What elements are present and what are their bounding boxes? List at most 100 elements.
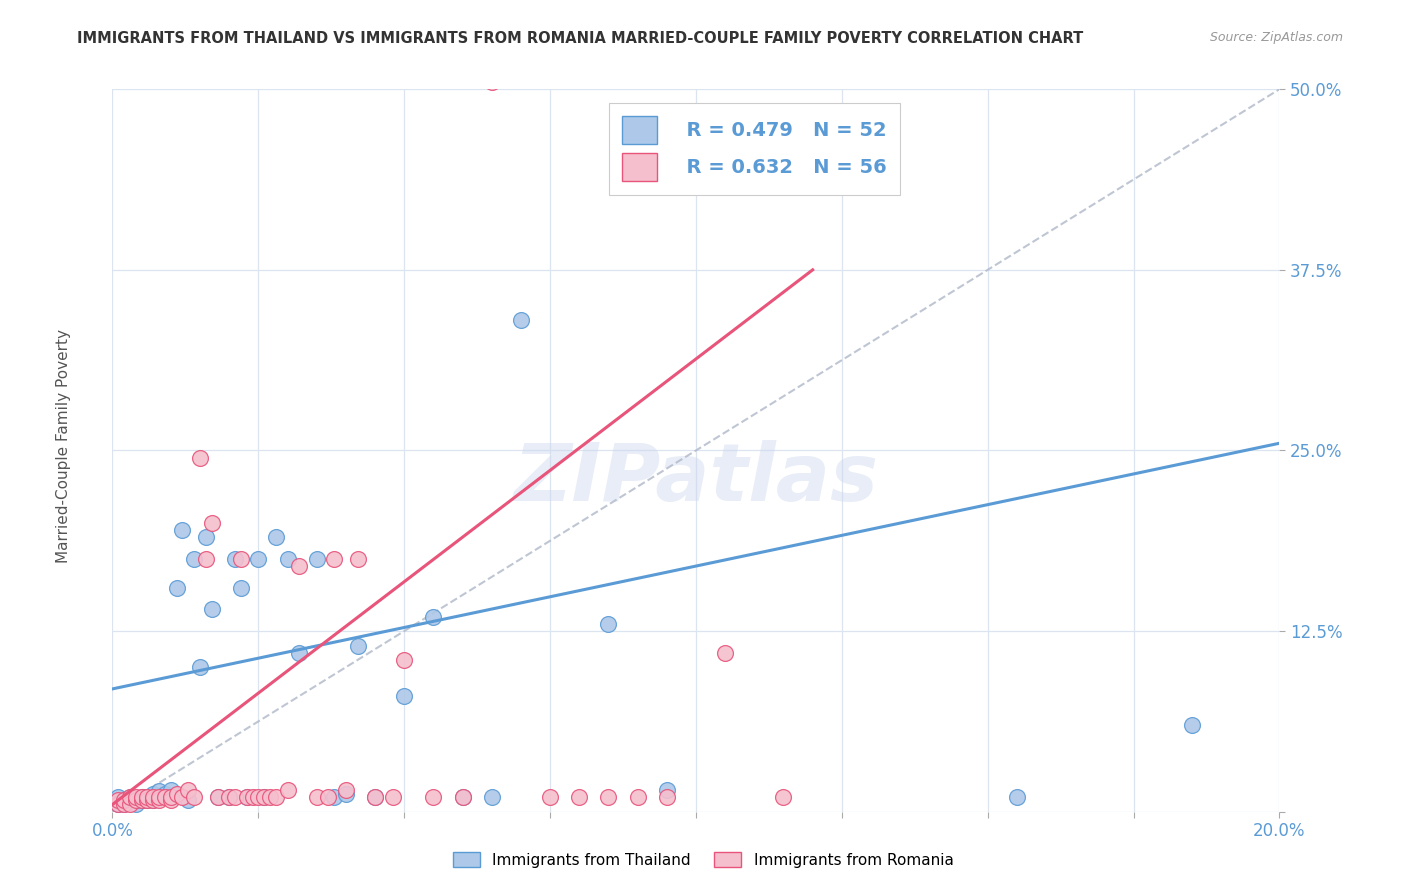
Point (451, 790, 474, 805)
Point (253, 790, 276, 805)
Point (224, 790, 246, 805)
Point (242, 790, 264, 805)
Point (253, 790, 276, 805)
Point (107, 797, 129, 812)
Point (172, 790, 194, 805)
Point (259, 790, 281, 805)
Legend:   R = 0.479   N = 52,   R = 0.632   N = 56: R = 0.479 N = 52, R = 0.632 N = 56 (609, 103, 900, 194)
Point (1005, 790, 1028, 805)
Point (177, 783, 200, 797)
Point (118, 790, 141, 805)
Point (142, 793, 165, 807)
Point (207, 790, 229, 805)
Point (188, 660, 211, 674)
Point (183, 551, 205, 566)
Point (118, 790, 141, 805)
Point (714, 646, 737, 660)
Point (323, 790, 346, 805)
Point (160, 790, 183, 805)
Point (142, 793, 165, 807)
Point (218, 790, 240, 805)
Point (125, 793, 148, 807)
Point (655, 783, 678, 797)
Point (627, 790, 650, 805)
Point (568, 790, 591, 805)
Point (224, 551, 246, 566)
Point (142, 790, 165, 805)
Point (153, 790, 176, 805)
Text: ZIPatlas: ZIPatlas (513, 441, 879, 518)
Point (335, 783, 357, 797)
Point (229, 551, 252, 566)
Point (323, 551, 346, 566)
Point (235, 790, 257, 805)
Point (247, 790, 270, 805)
Point (451, 790, 474, 805)
Point (148, 793, 170, 807)
Point (188, 450, 211, 465)
Point (598, 790, 620, 805)
Point (107, 793, 129, 807)
Point (772, 790, 794, 805)
Point (131, 790, 153, 805)
Point (142, 788, 165, 802)
Point (107, 790, 129, 805)
Point (288, 646, 311, 660)
Point (131, 793, 153, 807)
Point (346, 639, 368, 653)
Text: Married-Couple Family Poverty: Married-Couple Family Poverty (56, 329, 70, 563)
Point (136, 790, 159, 805)
Point (422, 790, 444, 805)
Point (201, 602, 224, 616)
Point (264, 790, 287, 805)
Point (364, 790, 387, 805)
Point (142, 790, 165, 805)
Point (201, 516, 224, 530)
Text: IMMIGRANTS FROM THAILAND VS IMMIGRANTS FROM ROMANIA MARRIED-COUPLE FAMILY POVERT: IMMIGRANTS FROM THAILAND VS IMMIGRANTS F… (77, 31, 1084, 46)
Point (1181, 718, 1204, 732)
Point (288, 559, 311, 574)
Point (235, 790, 257, 805)
Point (207, 790, 229, 805)
Point (481, 75, 503, 89)
Point (112, 793, 135, 807)
Point (305, 551, 328, 566)
Point (177, 793, 200, 807)
Point (131, 793, 153, 807)
Point (125, 793, 148, 807)
Point (131, 790, 153, 805)
Point (538, 790, 561, 805)
Text: Source: ZipAtlas.com: Source: ZipAtlas.com (1209, 31, 1343, 45)
Point (194, 551, 217, 566)
Point (481, 790, 503, 805)
Point (194, 530, 217, 544)
Point (153, 790, 176, 805)
Point (166, 788, 188, 802)
Point (112, 797, 135, 812)
Point (318, 790, 340, 805)
Point (153, 788, 176, 802)
Point (381, 790, 404, 805)
Point (160, 793, 183, 807)
Point (118, 797, 141, 812)
Point (364, 790, 387, 805)
Point (218, 790, 240, 805)
Point (112, 793, 135, 807)
Point (172, 523, 194, 537)
Point (166, 581, 188, 595)
Point (160, 790, 183, 805)
Point (183, 790, 205, 805)
Point (125, 790, 148, 805)
Point (598, 616, 620, 631)
Point (276, 783, 298, 797)
Point (229, 581, 252, 595)
Point (136, 790, 159, 805)
Legend: Immigrants from Thailand, Immigrants from Romania: Immigrants from Thailand, Immigrants fro… (444, 844, 962, 875)
Point (264, 530, 287, 544)
Point (394, 653, 416, 667)
Point (305, 790, 328, 805)
Point (148, 790, 170, 805)
Point (394, 689, 416, 703)
Point (276, 551, 298, 566)
Point (136, 793, 159, 807)
